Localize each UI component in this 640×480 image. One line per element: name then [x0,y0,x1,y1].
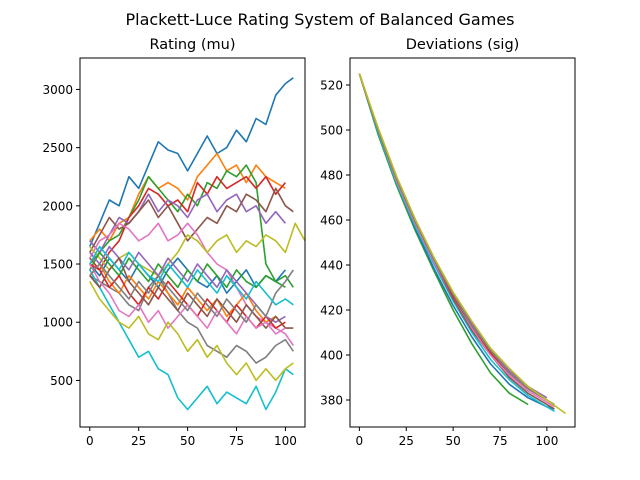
y-tick-label: 3000 [42,83,73,97]
series-line-10 [89,269,294,411]
y-tick-label: 500 [50,374,73,388]
series-line-8 [89,274,294,364]
x-tick-label: 0 [356,434,364,448]
y-tick-label: 2000 [42,199,73,213]
series-line-10 [358,73,567,415]
series-group [89,77,305,411]
axes-frame [79,57,306,428]
series-group [358,73,567,415]
y-tick-label: 480 [320,169,343,183]
figure-title: Plackett-Luce Rating System of Balanced … [125,10,514,29]
series-line-17 [89,263,286,335]
x-tick-label: 50 [445,434,460,448]
x-tick-label: 100 [274,434,297,448]
x-tick-label: 0 [86,434,94,448]
series-line-5 [89,193,287,254]
series-line-4 [89,175,287,271]
subplot-title: Deviations (sig) [406,37,520,53]
series-line-16 [89,257,294,329]
series-line-9 [89,222,305,277]
series-line-2 [89,152,286,242]
y-tick-label: 520 [320,79,343,93]
series-line-13 [89,251,286,289]
y-tick-label: 440 [320,259,343,273]
y-tick-label: 420 [320,304,343,318]
y-tick-label: 460 [320,214,343,228]
y-tick-label: 1000 [42,316,73,330]
series-line-9 [358,73,555,406]
y-tick-label: 500 [320,124,343,138]
series-line-7 [89,222,294,346]
x-tick-label: 75 [229,434,244,448]
subplot-2: Deviations (sig) 0 50 100 25 75 380 400 420 440 46… [320,37,576,448]
subplots: Rating (mu)0 25 50 75 1005001000150020002500… [42,37,576,448]
series-line-1 [89,77,294,247]
series-line-19 [89,281,294,382]
axes-frame [349,57,576,428]
y-tick-label: 380 [320,394,343,408]
subplot-title: Rating (mu) [150,37,236,53]
y-tick-label: 1500 [42,258,73,272]
x-tick-label: 25 [399,434,414,448]
x-tick-label: 100 [535,434,558,448]
subplot-1: Rating (mu) 0 25 50 75 100 500 1000 1500 2000 2500… [42,37,306,448]
x-tick-label: 75 [492,434,507,448]
x-tick-label: 25 [131,434,146,448]
x-tick-label: 50 [180,434,195,448]
y-tick-label: 400 [320,349,343,363]
series-line-15 [89,245,286,324]
y-tick-label: 2500 [42,141,73,155]
series-line-18 [89,263,294,324]
series-line-20 [89,245,294,306]
